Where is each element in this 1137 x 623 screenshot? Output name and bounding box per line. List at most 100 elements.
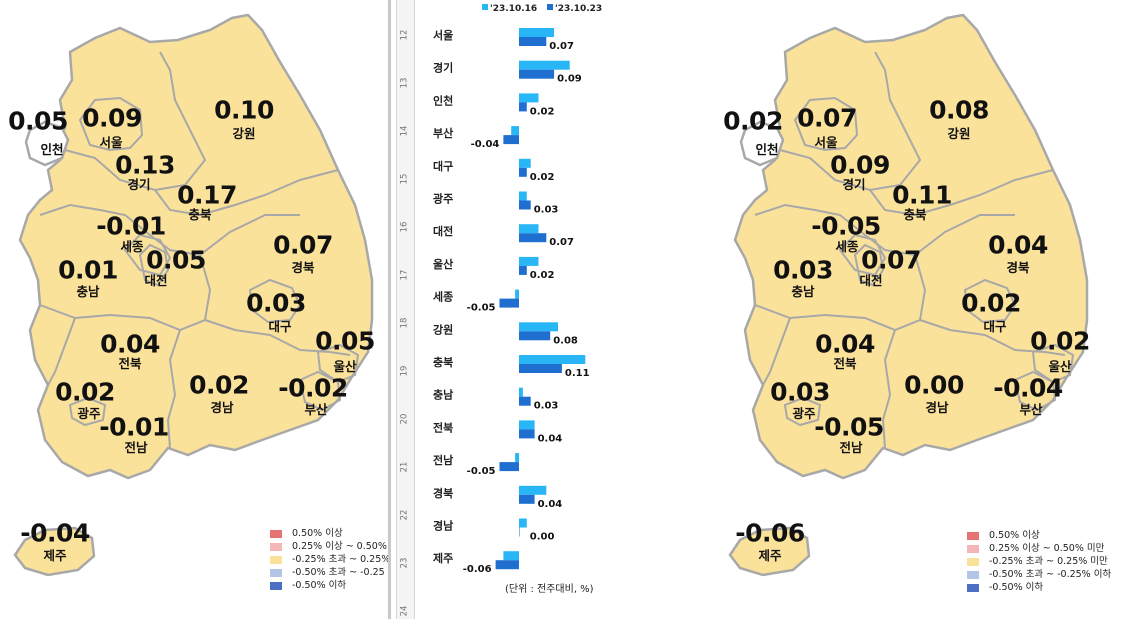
bar-prev: [515, 453, 519, 463]
legend-row: 0.25% 이상 ~ 0.50%: [270, 541, 387, 553]
region-value-busan: -0.02: [278, 373, 348, 403]
left-legend: 0.50% 이상 0.25% 이상 ~ 0.50% -0.25% 초과 ~ 0.…: [270, 528, 390, 598]
incheon-island: [24, 120, 70, 167]
ruler-tick: 17: [399, 269, 410, 281]
region-name-chungbuk: 충북: [188, 206, 212, 222]
category-label: 강원: [433, 322, 453, 336]
category-label: 인천: [433, 93, 453, 107]
data-label: 0.04: [538, 433, 563, 444]
bar-curr: [495, 560, 519, 570]
right-legend: 0.50% 이상 0.25% 이상 ~ 0.50% 미만 -0.25% 초과 ~…: [967, 530, 1137, 600]
region-value-sejong: -0.01: [96, 211, 166, 241]
category-label: 전남: [433, 453, 453, 467]
bar-curr: [519, 167, 527, 177]
legend-swatch: [967, 531, 979, 540]
category-label: 대구: [433, 159, 453, 173]
data-label: 0.02: [530, 270, 555, 281]
data-label: 0.02: [530, 172, 555, 183]
region-value-jeonnam: -0.05: [814, 412, 884, 442]
ruler-tick: 22: [399, 509, 410, 521]
bar-curr: [519, 396, 531, 406]
data-label: -0.05: [467, 466, 496, 477]
data-label: -0.04: [471, 139, 500, 150]
region-value-gangwon: 0.10: [214, 95, 274, 125]
legend-swatch: [967, 544, 979, 553]
weekly-change-chart: '23.10.16 '23.10.23 서울 0.07 경기 0.09 인천 0.02 부산 -0…: [415, 0, 615, 619]
category-label: 부산: [433, 126, 453, 140]
category-label: 대전: [433, 224, 453, 238]
bar-curr: [519, 364, 562, 373]
ruler-tick: 20: [399, 413, 410, 425]
category-label: 충북: [433, 355, 453, 369]
bar-curr: [519, 200, 531, 210]
data-label: 0.02: [530, 106, 555, 117]
ruler-tick: 16: [399, 221, 410, 233]
data-label: 0.08: [553, 335, 578, 346]
region-name-gangwon: 강원: [947, 125, 971, 141]
region-name-jeonnam: 전남: [839, 439, 863, 455]
region-value-chungbuk: 0.11: [892, 180, 952, 210]
category-label: 경남: [433, 519, 453, 533]
bar-curr: [519, 527, 520, 537]
bar-curr: [519, 331, 551, 341]
vertical-ruler: 12 13 14 15 16 17 18 19 20 21 22 23 24: [396, 0, 415, 619]
legend-row: 0.50% 이상: [967, 530, 1040, 542]
region-value-ulsan: 0.05: [315, 326, 375, 356]
region-name-jeju: 제주: [758, 547, 782, 563]
bar-curr: [519, 265, 527, 275]
legend-swatch: [270, 555, 282, 564]
region-value-gyeonggi: 0.09: [830, 150, 890, 180]
region-name-gangwon: 강원: [232, 125, 256, 141]
category-label: 경기: [433, 61, 453, 75]
category-label: 세종: [433, 290, 453, 304]
region-value-gyeongbuk: 0.04: [988, 230, 1048, 260]
incheon-island: [739, 120, 785, 167]
region-value-incheon: 0.02: [723, 106, 783, 136]
legend-label: -0.50% 초과 ~ -0.25: [292, 567, 385, 578]
legend-row: -0.25% 초과 ~ 0.25%: [270, 554, 390, 566]
region-name-jeju: 제주: [43, 547, 67, 563]
region-value-busan: -0.04: [993, 373, 1063, 403]
region-name-ulsan: 울산: [333, 358, 357, 374]
bar-curr: [499, 298, 519, 308]
region-value-daejeon: 0.05: [146, 245, 206, 275]
category-label: 경북: [433, 486, 453, 500]
region-name-jeonbuk: 전북: [118, 355, 142, 371]
legend-row: -0.50% 이하: [270, 580, 346, 592]
region-name-gyeongbuk: 경북: [1006, 259, 1030, 275]
region-name-daegu: 대구: [268, 318, 292, 334]
ruler-tick: 23: [399, 557, 410, 569]
bar-curr: [519, 69, 555, 79]
category-label: 울산: [433, 257, 453, 271]
region-name-daegu: 대구: [983, 318, 1007, 334]
region-value-gyeonggi: 0.13: [115, 150, 175, 180]
region-name-gwangju: 광주: [77, 405, 101, 421]
legend-label: -0.50% 초과 ~ -0.25% 이하: [989, 569, 1112, 580]
bar-prev: [519, 93, 539, 103]
bar-prev: [519, 224, 539, 234]
bar-curr: [519, 429, 535, 439]
legend-label: 0.25% 이상 ~ 0.50% 미만: [989, 543, 1105, 554]
ruler-tick: 14: [399, 125, 410, 137]
legend-label: -0.25% 초과 ~ 0.25%: [292, 554, 391, 565]
ruler-tick: 13: [399, 77, 410, 89]
legend-row: 0.25% 이상 ~ 0.50% 미만: [967, 543, 1104, 555]
legend-label: -0.50% 이하: [989, 582, 1044, 593]
region-name-incheon: 인천: [40, 141, 64, 157]
region-name-gyeongnam: 경남: [210, 399, 234, 415]
data-label: 0.09: [557, 74, 582, 85]
bar-curr: [519, 494, 535, 504]
legend-swatch: [967, 570, 979, 579]
region-value-chungnam: 0.03: [773, 255, 833, 285]
region-value-gwangju: 0.03: [770, 377, 830, 407]
jeju-island: [728, 526, 811, 577]
data-label: 0.07: [549, 41, 574, 52]
ruler-tick: 21: [399, 461, 410, 473]
region-value-daejeon: 0.07: [861, 245, 921, 275]
bar-prev: [519, 420, 535, 430]
region-value-sejong: -0.05: [811, 211, 881, 241]
region-value-jeonnam: -0.01: [99, 412, 169, 442]
category-label: 제주: [433, 551, 453, 565]
bar-prev: [519, 158, 531, 168]
region-value-seoul: 0.09: [82, 103, 142, 133]
